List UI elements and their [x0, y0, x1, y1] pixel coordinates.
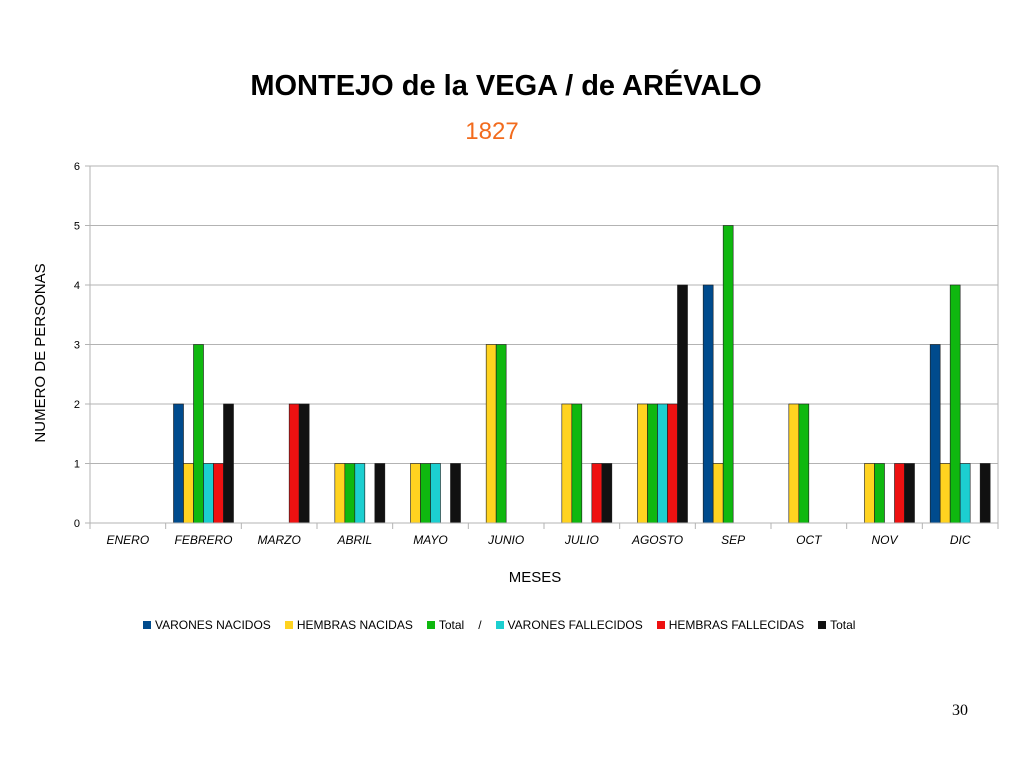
legend-label: HEMBRAS NACIDAS	[296, 618, 413, 632]
x-tick-label: FEBRERO	[174, 533, 232, 547]
bar	[374, 463, 386, 524]
bar	[571, 403, 583, 524]
bar	[601, 463, 613, 524]
y-axis-title: NUMERO DE PERSONAS	[32, 263, 49, 442]
bar	[354, 463, 366, 524]
bar	[410, 463, 421, 524]
bar	[334, 463, 346, 524]
bar	[979, 463, 991, 524]
bar	[874, 463, 885, 524]
x-tick-label: JUNIO	[487, 533, 524, 547]
x-tick-label: DIC	[950, 533, 971, 547]
bar	[929, 344, 941, 524]
legend-swatch	[495, 621, 504, 629]
legend-swatch	[656, 621, 665, 629]
bar	[647, 403, 658, 524]
x-tick-label: ENERO	[106, 533, 149, 547]
bar	[798, 403, 810, 524]
legend-item-total-nacidos: Total	[426, 618, 465, 632]
bar	[344, 463, 356, 524]
bar	[712, 463, 724, 524]
x-tick-label: SEP	[721, 533, 745, 547]
legend-item-hembras-fallecidas: HEMBRAS FALLECIDAS	[656, 618, 805, 632]
bar	[485, 344, 497, 524]
legend-label: Total	[830, 618, 856, 632]
bars	[173, 225, 991, 524]
chart-legend: VARONES NACIDOS HEMBRAS NACIDAS Total / …	[143, 617, 869, 633]
bar	[959, 463, 971, 524]
y-tick-label: 4	[74, 280, 80, 292]
bar	[722, 225, 734, 524]
page-number: 30	[952, 702, 968, 719]
y-tick-label: 0	[74, 518, 80, 530]
x-tick-label: JULIO	[564, 533, 599, 547]
x-tick-label: MARZO	[257, 533, 300, 547]
legend-label: VARONES FALLECIDOS	[507, 618, 643, 632]
legend-swatch	[143, 621, 151, 629]
bar	[894, 463, 905, 524]
bar	[561, 403, 573, 524]
x-tick-label: ABRIL	[336, 533, 372, 547]
bar	[203, 463, 214, 524]
bar	[173, 403, 184, 524]
bar	[183, 463, 194, 524]
y-tick-label: 6	[74, 161, 80, 173]
y-tick-label: 5	[74, 221, 80, 233]
legend-item-hembras-nacidas: HEMBRAS NACIDAS	[284, 618, 413, 632]
legend-label: HEMBRAS FALLECIDAS	[668, 618, 805, 632]
axes: 0 1 2 3 4 5 6 ENERO FEBRERO MARZO ABRIL MAYO JUNIO JU…	[74, 161, 999, 547]
bar-chart: 0 1 2 3 4 5 6 ENERO FEBRERO MARZO ABRIL MAYO JUNIO JU…	[32, 161, 999, 586]
x-tick-label: NOV	[871, 533, 898, 547]
bar	[657, 403, 668, 524]
legend-swatch	[284, 621, 293, 629]
bar	[949, 284, 961, 524]
x-axis-title: MESES	[509, 569, 562, 586]
bar	[223, 403, 234, 524]
bar	[591, 463, 603, 524]
bar	[788, 403, 800, 524]
legend-separator: /	[478, 618, 482, 632]
bar	[288, 403, 300, 524]
x-tick-label: MAYO	[413, 533, 447, 547]
legend-label: Total	[438, 618, 465, 632]
y-tick-label: 3	[74, 340, 80, 352]
bar	[702, 284, 714, 524]
legend-item-total-fallecidos: Total	[818, 618, 855, 632]
x-tick-label: OCT	[796, 533, 823, 547]
bar	[637, 403, 648, 524]
chart-subtitle: 1827	[465, 118, 519, 145]
bar	[677, 284, 688, 524]
bar	[420, 463, 431, 524]
bar	[667, 403, 678, 524]
bar	[450, 463, 461, 524]
bar	[864, 463, 875, 524]
chart-title: MONTEJO de la VEGA / de ARÉVALO	[250, 70, 762, 102]
legend-label: VARONES NACIDOS	[155, 618, 271, 632]
bar	[298, 403, 310, 524]
legend-swatch	[818, 621, 827, 629]
bar	[430, 463, 441, 524]
y-tick-label: 2	[74, 399, 80, 411]
legend-item-varones-nacidos: VARONES NACIDOS	[143, 618, 271, 632]
legend-swatch	[426, 621, 435, 629]
bar	[495, 344, 507, 524]
y-tick-label: 1	[74, 459, 80, 471]
bar	[193, 344, 204, 524]
bar	[904, 463, 915, 524]
x-tick-label: AGOSTO	[631, 533, 683, 547]
bar	[213, 463, 224, 524]
legend-item-varones-fallecidos: VARONES FALLECIDOS	[495, 618, 643, 632]
bar	[939, 463, 951, 524]
